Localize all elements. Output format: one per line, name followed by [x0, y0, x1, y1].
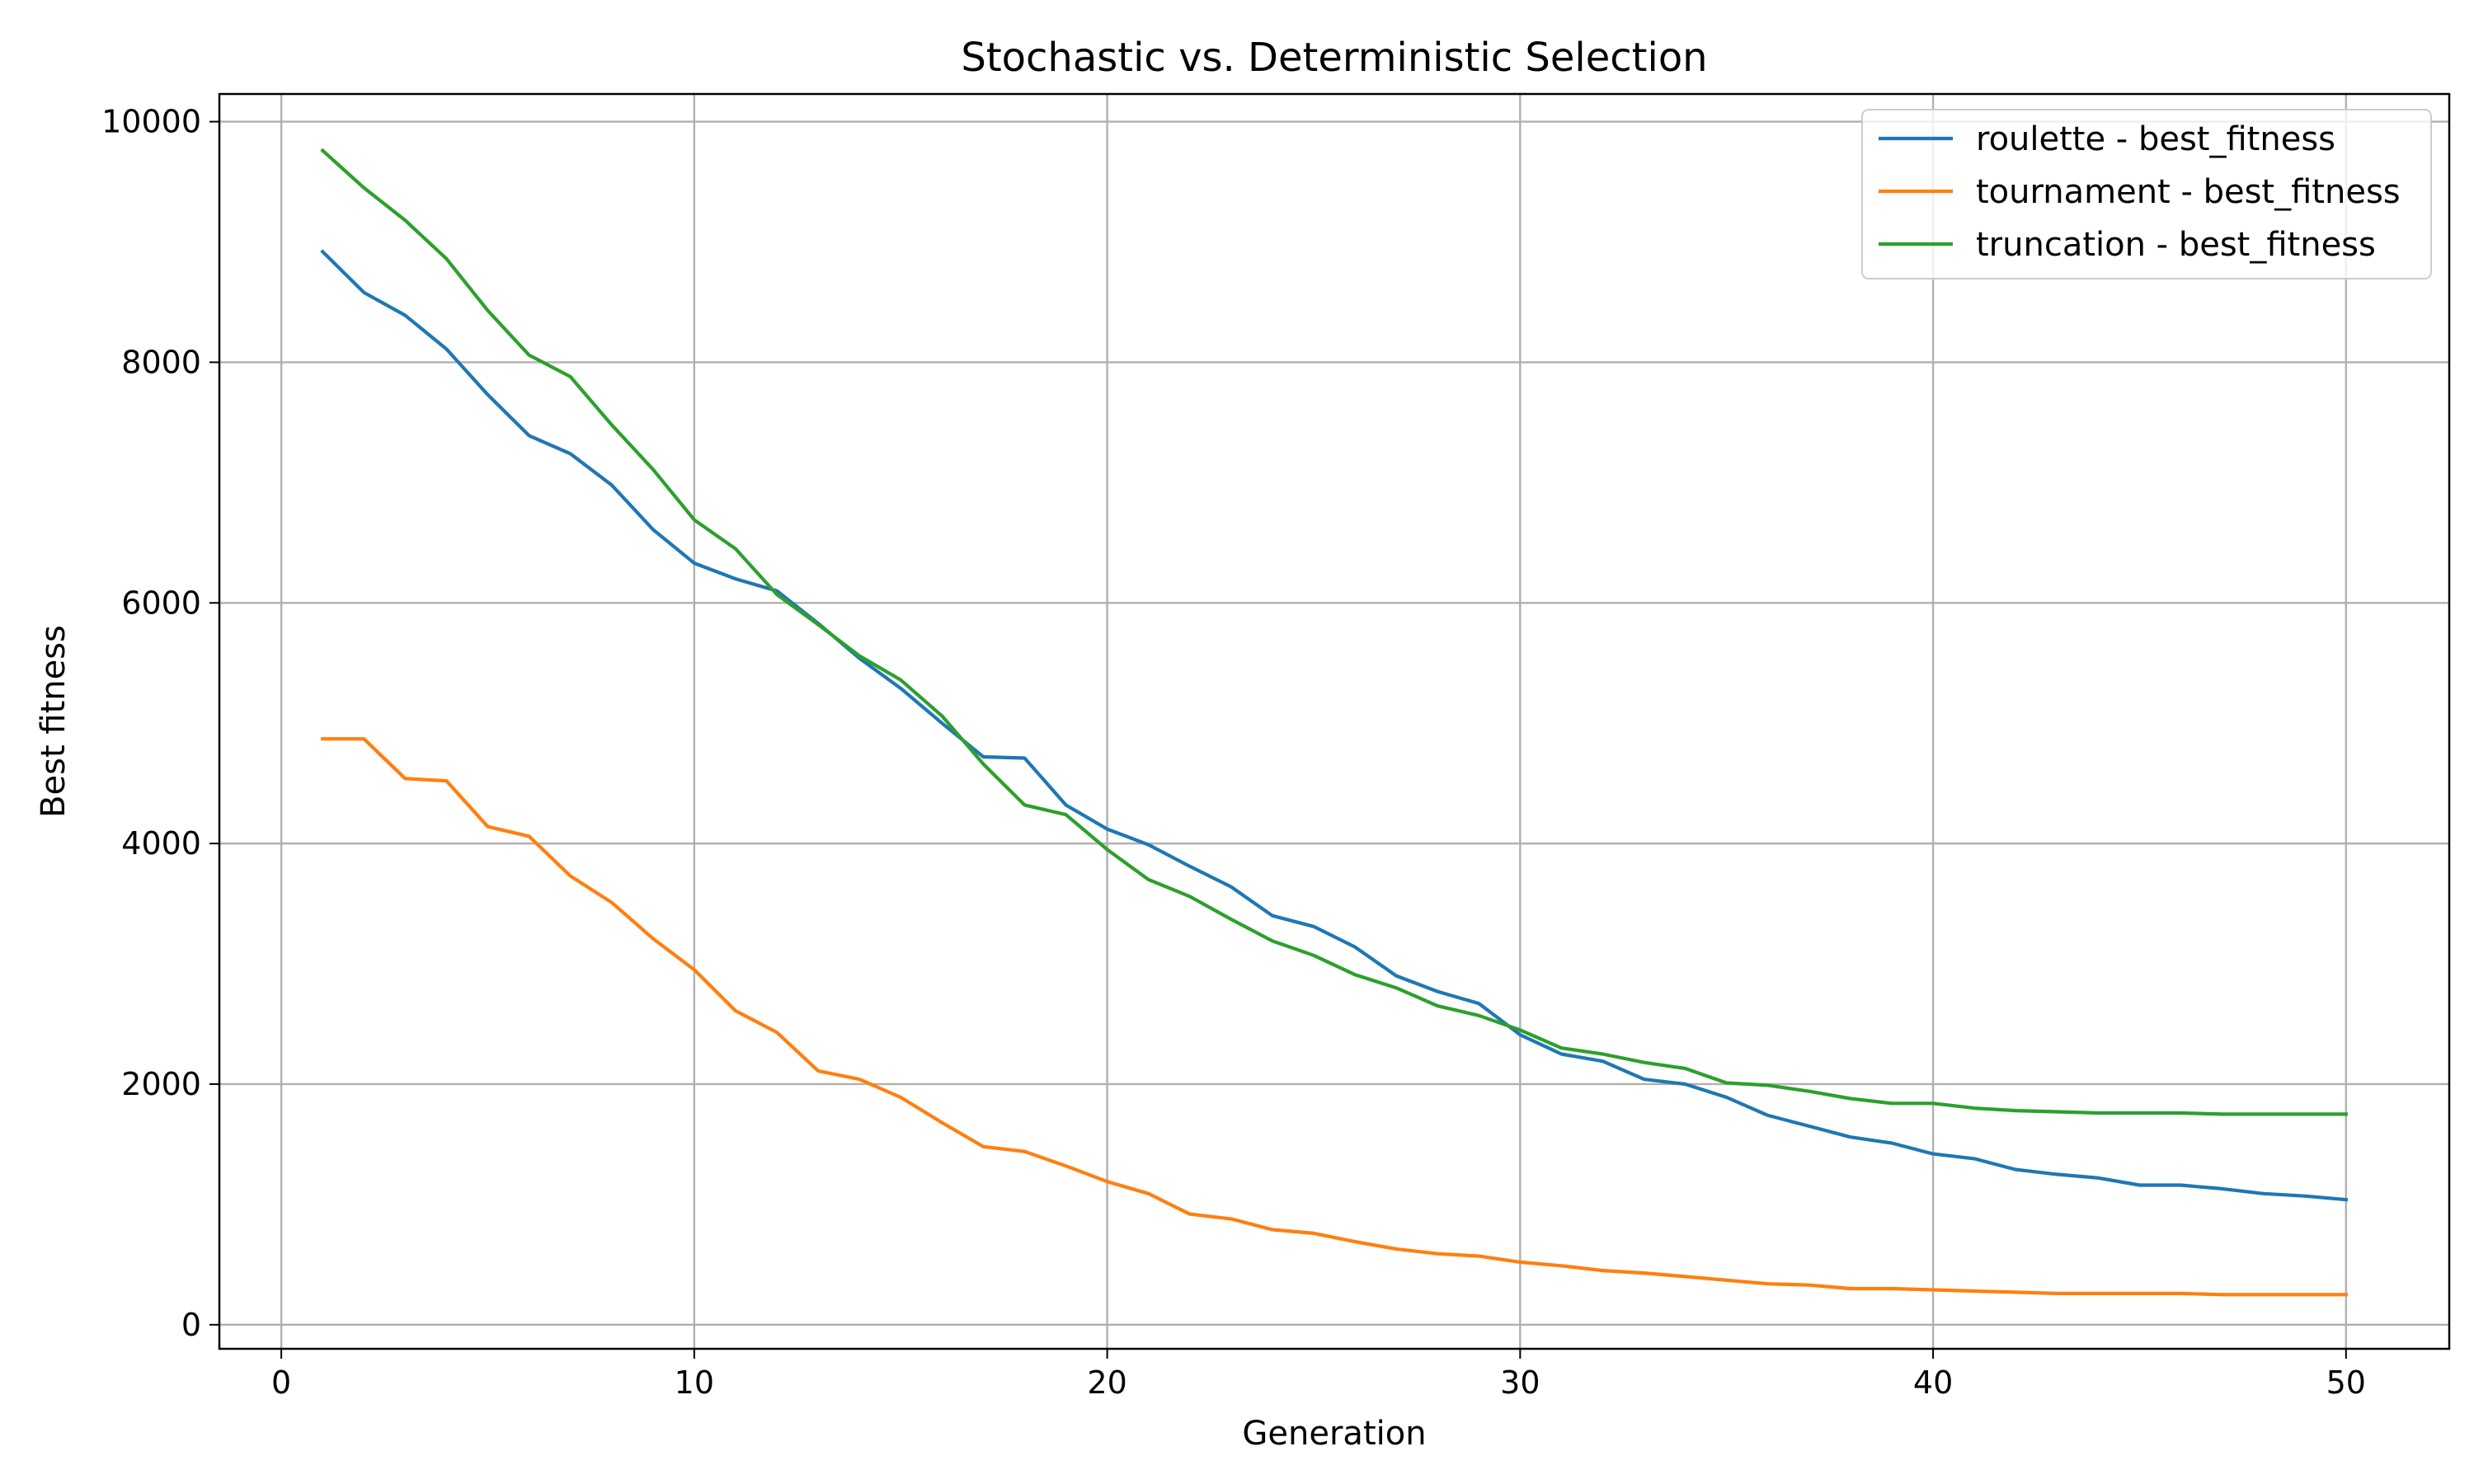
legend-label: tournament - best_fitness: [1976, 173, 2401, 211]
x-tick-label: 40: [1913, 1364, 1953, 1401]
legend-label: truncation - best_fitness: [1976, 226, 2376, 264]
series-line-tournament: [321, 737, 2348, 1297]
x-tick-label: 30: [1500, 1364, 1540, 1401]
x-tick-label: 10: [675, 1364, 714, 1401]
x-tick-label: 50: [2326, 1364, 2366, 1401]
series-line-roulette: [320, 249, 2349, 1202]
grid-lines: [219, 94, 2449, 1349]
y-tick-label: 0: [181, 1307, 201, 1343]
x-tick-label: 20: [1087, 1364, 1126, 1401]
plot-frame: [218, 92, 2451, 1350]
x-tick-label: 0: [271, 1364, 291, 1401]
y-axis-label: Best fitness: [35, 625, 73, 818]
axis-ticks: 0 10 20 30 40 50 0 2000 4000 6000 8000 10000: [101, 104, 2366, 1401]
series-line-truncation: [320, 148, 2348, 1116]
x-axis-label: Generation: [1242, 1415, 1426, 1453]
y-tick-label: 4000: [121, 825, 201, 862]
legend: roulette - best_fitness tournament - best…: [1861, 109, 2432, 279]
y-tick-label: 10000: [101, 104, 201, 140]
legend-box: [1861, 109, 2432, 279]
series-lines: [320, 148, 2349, 1297]
chart-title: Stochastic vs. Deterministic Selection: [961, 35, 1707, 81]
y-tick-label: 2000: [121, 1066, 201, 1102]
legend-label: roulette - best_fitness: [1976, 120, 2335, 158]
y-tick-label: 6000: [121, 585, 201, 621]
y-tick-label: 8000: [121, 344, 201, 380]
